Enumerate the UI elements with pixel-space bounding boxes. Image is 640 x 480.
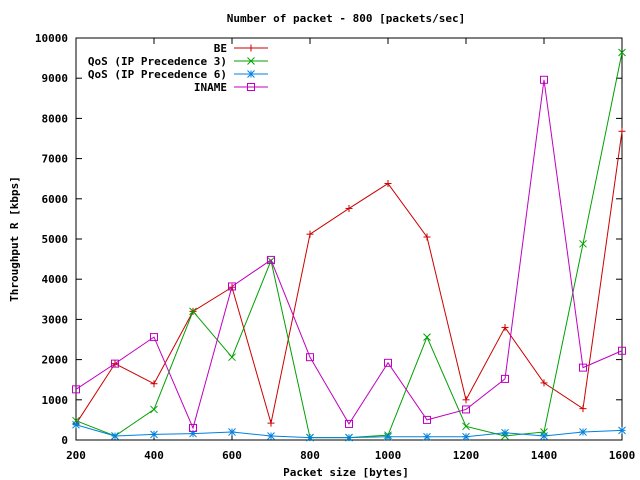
legend-marker bbox=[247, 57, 255, 65]
x-tick-label: 1400 bbox=[531, 449, 558, 462]
data-point bbox=[384, 432, 392, 441]
series-be bbox=[72, 127, 626, 428]
series-line bbox=[75, 131, 623, 425]
x-tick-label: 1000 bbox=[375, 449, 402, 462]
y-axis-label: Throughput R [kbps] bbox=[8, 176, 21, 302]
x-tick-label: 200 bbox=[66, 449, 86, 462]
x-axis-label: Packet size [bytes] bbox=[283, 466, 409, 479]
data-point bbox=[540, 432, 548, 440]
data-point bbox=[150, 380, 158, 388]
legend-label: BE bbox=[214, 42, 227, 55]
x-tick-label: 600 bbox=[222, 449, 242, 462]
data-point bbox=[306, 230, 314, 238]
data-point bbox=[345, 419, 353, 428]
legend-item: QoS (IP Precedence 6) bbox=[88, 68, 268, 81]
data-point bbox=[228, 353, 236, 362]
legend-label: INAME bbox=[194, 81, 227, 94]
data-point bbox=[306, 353, 314, 362]
x-tick-label: 800 bbox=[300, 449, 320, 462]
data-point bbox=[72, 420, 80, 429]
y-tick-label: 6000 bbox=[42, 193, 69, 206]
y-tick-label: 0 bbox=[61, 434, 68, 447]
data-point bbox=[345, 433, 353, 442]
data-point bbox=[423, 233, 431, 241]
y-tick-label: 2000 bbox=[42, 354, 69, 367]
data-point bbox=[267, 432, 275, 440]
data-point bbox=[618, 346, 626, 355]
data-point bbox=[579, 363, 587, 372]
data-point bbox=[618, 48, 626, 57]
data-point bbox=[462, 422, 470, 431]
legend-marker bbox=[247, 83, 255, 91]
y-tick-label: 8000 bbox=[42, 112, 69, 125]
data-point bbox=[384, 180, 392, 188]
legend-label: QoS (IP Precedence 3) bbox=[88, 55, 227, 68]
data-point bbox=[579, 239, 587, 248]
data-point bbox=[462, 396, 470, 404]
y-tick-label: 10000 bbox=[35, 32, 68, 45]
legend-item: QoS (IP Precedence 3) bbox=[88, 55, 268, 68]
legend-label: QoS (IP Precedence 6) bbox=[88, 68, 227, 81]
data-point bbox=[150, 430, 158, 439]
x-tick-label: 1200 bbox=[453, 449, 480, 462]
legend-marker bbox=[247, 70, 255, 78]
y-tick-label: 4000 bbox=[42, 273, 69, 286]
data-point bbox=[111, 359, 119, 368]
data-point bbox=[540, 379, 548, 387]
plot-frame bbox=[75, 37, 623, 441]
y-tick-label: 1000 bbox=[42, 394, 69, 407]
data-point bbox=[618, 426, 626, 435]
x-tick-label: 400 bbox=[144, 449, 164, 462]
y-tick-label: 9000 bbox=[42, 72, 69, 85]
data-point bbox=[423, 333, 431, 341]
y-tick-label: 7000 bbox=[42, 153, 69, 166]
data-point bbox=[150, 405, 158, 414]
data-point bbox=[501, 428, 509, 437]
data-point bbox=[540, 75, 548, 84]
y-tick-label: 3000 bbox=[42, 313, 69, 326]
series-line bbox=[75, 79, 623, 430]
data-point bbox=[228, 282, 236, 291]
legend-item: BE bbox=[214, 42, 268, 55]
data-point bbox=[267, 255, 275, 264]
chart-title: Number of packet - 800 [packets/sec] bbox=[227, 12, 465, 25]
series-qos-ip-precedence-3 bbox=[72, 48, 626, 442]
data-point bbox=[462, 432, 470, 441]
data-point bbox=[228, 428, 236, 436]
legend-marker bbox=[247, 44, 255, 52]
data-point bbox=[462, 405, 470, 414]
data-point bbox=[384, 358, 392, 367]
data-point bbox=[501, 323, 509, 331]
axis-ticks: 0 1000 2000 3000 4000 5000 6000 7000 8000 9000 100… bbox=[35, 32, 635, 462]
data-point bbox=[345, 204, 353, 212]
data-point bbox=[189, 423, 197, 432]
data-point bbox=[618, 127, 626, 135]
data-point bbox=[579, 428, 587, 436]
series-qos-ip-precedence-6 bbox=[72, 420, 626, 442]
data-point bbox=[267, 419, 275, 427]
data-point bbox=[423, 415, 431, 424]
data-point bbox=[579, 405, 587, 413]
data-point bbox=[501, 374, 509, 383]
series-iname bbox=[72, 75, 626, 432]
y-tick-label: 5000 bbox=[42, 233, 69, 246]
data-point bbox=[306, 433, 314, 442]
data-point bbox=[111, 432, 119, 440]
data-point bbox=[150, 333, 158, 342]
legend-item: INAME bbox=[194, 81, 268, 94]
data-point bbox=[423, 432, 431, 441]
data-point bbox=[189, 307, 197, 316]
data-point bbox=[72, 385, 80, 394]
x-tick-label: 1600 bbox=[609, 449, 636, 462]
series-layer bbox=[72, 48, 626, 442]
